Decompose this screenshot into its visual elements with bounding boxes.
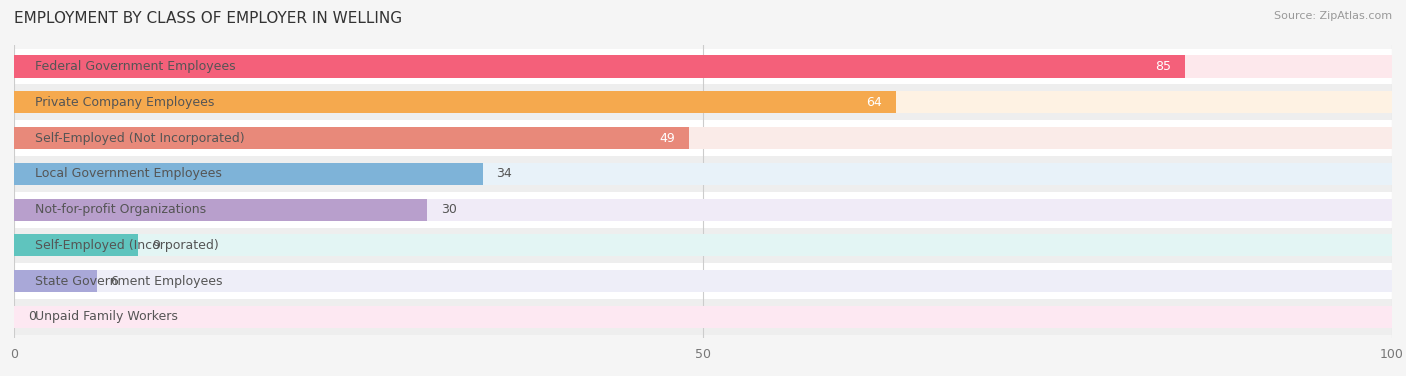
Bar <box>14 91 1392 114</box>
Bar <box>14 163 1392 185</box>
Bar <box>14 227 1392 263</box>
Text: 49: 49 <box>659 132 675 145</box>
Bar <box>14 156 1392 192</box>
Text: State Government Employees: State Government Employees <box>35 275 222 288</box>
Bar <box>14 127 1392 149</box>
Text: 9: 9 <box>152 239 160 252</box>
Text: Private Company Employees: Private Company Employees <box>35 96 214 109</box>
Bar <box>14 192 1392 227</box>
Text: Local Government Employees: Local Government Employees <box>35 167 222 180</box>
Text: Not-for-profit Organizations: Not-for-profit Organizations <box>35 203 205 216</box>
Text: Source: ZipAtlas.com: Source: ZipAtlas.com <box>1274 11 1392 21</box>
Bar <box>14 56 1185 78</box>
Text: 34: 34 <box>496 167 512 180</box>
Bar <box>14 127 689 149</box>
Text: Federal Government Employees: Federal Government Employees <box>35 60 235 73</box>
Text: 30: 30 <box>441 203 457 216</box>
Bar <box>14 270 1392 292</box>
Bar <box>14 85 1392 120</box>
Text: Unpaid Family Workers: Unpaid Family Workers <box>35 311 177 323</box>
Bar <box>14 120 1392 156</box>
Bar <box>14 163 482 185</box>
Bar <box>14 306 1392 328</box>
Bar <box>14 299 1392 335</box>
Bar <box>14 49 1392 85</box>
Text: 0: 0 <box>28 311 35 323</box>
Bar <box>14 263 1392 299</box>
Text: 85: 85 <box>1156 60 1171 73</box>
Bar <box>14 270 97 292</box>
Text: Self-Employed (Incorporated): Self-Employed (Incorporated) <box>35 239 218 252</box>
Bar <box>14 199 1392 221</box>
Text: 64: 64 <box>866 96 882 109</box>
Bar <box>14 56 1392 78</box>
Bar <box>14 234 138 256</box>
Text: Self-Employed (Not Incorporated): Self-Employed (Not Incorporated) <box>35 132 245 145</box>
Bar <box>14 199 427 221</box>
Text: EMPLOYMENT BY CLASS OF EMPLOYER IN WELLING: EMPLOYMENT BY CLASS OF EMPLOYER IN WELLI… <box>14 11 402 26</box>
Bar <box>14 91 896 114</box>
Text: 6: 6 <box>111 275 118 288</box>
Bar <box>14 234 1392 256</box>
